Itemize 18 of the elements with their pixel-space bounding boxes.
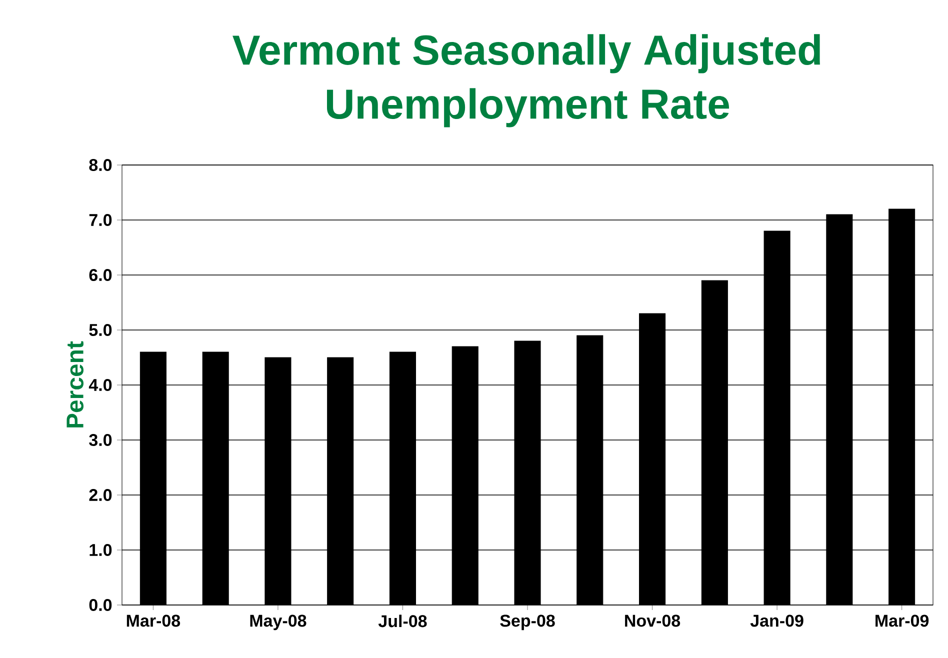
y-tick-label: 6.0 [89,268,112,282]
y-tick-label: 5.0 [89,324,112,336]
y-tick-label: 4.0 [88,378,112,392]
x-tick-label: Jan-09 [750,614,804,627]
y-tick-label: 8.0 [89,158,112,172]
chart-title: Vermont Seasonally Adjusted Unemployment Rate [232,34,820,128]
x-tick-label: Mar-09 [876,614,929,627]
y-tick-label: 2.0 [89,488,112,502]
x-tick-label: Sep-08 [500,614,555,630]
y-tick-label: 0.0 [89,598,112,612]
x-tick-label: Mar-08 [126,614,180,627]
y-tick-label: 3.0 [89,434,112,446]
x-tick-label: Jul-08 [378,614,427,628]
y-axis-title: Percent [66,341,84,428]
y-tick-label: 7.0 [89,214,112,226]
x-tick-label: Nov-08 [625,614,680,627]
x-tick-label: May-08 [250,614,306,630]
y-tick-label: 1.0 [90,544,112,556]
